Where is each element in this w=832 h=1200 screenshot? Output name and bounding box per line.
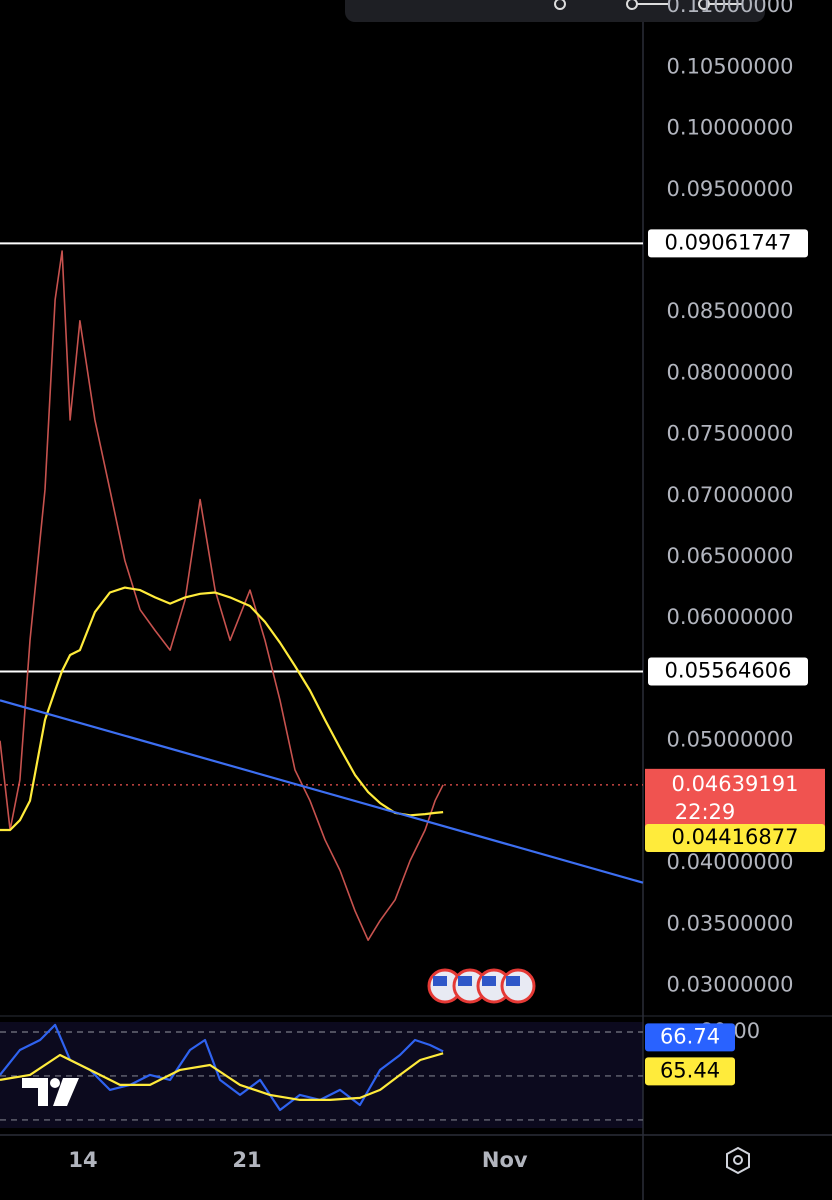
flag-canton [458,976,472,986]
y-tick-label: 0.10500000 [667,54,794,78]
flag-canton [482,976,496,986]
toolbar-background [345,0,765,22]
value-label-box [645,824,825,853]
toolbar-icon[interactable] [554,0,566,10]
y-tick-label: 0.07500000 [667,422,794,446]
y-tick-label: 0.03000000 [667,973,794,997]
value-label: 0.04416877 [672,825,799,849]
level-label-box [648,229,808,258]
y-tick-label: 0.07000000 [667,483,794,507]
level-label-box [648,657,808,686]
level-label: 0.05564606 [665,659,792,683]
last-price-label: 0.04639191 [672,772,799,796]
rsi-pane-background [0,1022,643,1128]
logo-part [22,1078,48,1106]
tradingview-logo [22,1078,79,1106]
settings-icon[interactable] [726,1146,750,1175]
event-flags[interactable] [427,968,536,1004]
value-label: 65.44 [660,1058,720,1082]
y-tick-label: 0.08000000 [667,360,794,384]
toolbar[interactable] [345,0,765,22]
last-price-box [645,768,825,831]
value-label: 66.74 [660,1024,720,1048]
series-line [0,1052,444,1101]
y-tick-label: 0.08500000 [667,299,794,323]
flag-canton [506,976,520,986]
y-tick-label: 0.06000000 [667,605,794,629]
logo-part [53,1078,79,1106]
x-tick-label: 21 [232,1148,261,1172]
logo-part [50,1078,60,1088]
value-label-box [645,1023,735,1052]
y-tick-label: 0.03500000 [667,911,794,935]
y-tick-label: 0.06500000 [667,544,794,568]
x-tick-label: Nov [482,1148,528,1172]
x-tick-label: 14 [68,1148,97,1172]
y-tick-label: 0.05000000 [667,728,794,752]
y-tick-label: 0.04000000 [667,850,794,874]
settings-icon-center [733,1155,743,1165]
y-tick-label: 0.09500000 [667,177,794,201]
value-label-box [645,1057,735,1086]
series-line [0,250,444,941]
level-label: 0.09061747 [665,230,792,254]
flag-canton [433,976,447,986]
y-tick-label: 0.10000000 [667,116,794,140]
settings-button[interactable] [726,1146,750,1175]
series-line [0,699,644,884]
series-line [0,586,444,832]
y-tick-label: 0.11000000 [667,0,794,17]
bar-countdown: 22:29 [675,800,736,824]
